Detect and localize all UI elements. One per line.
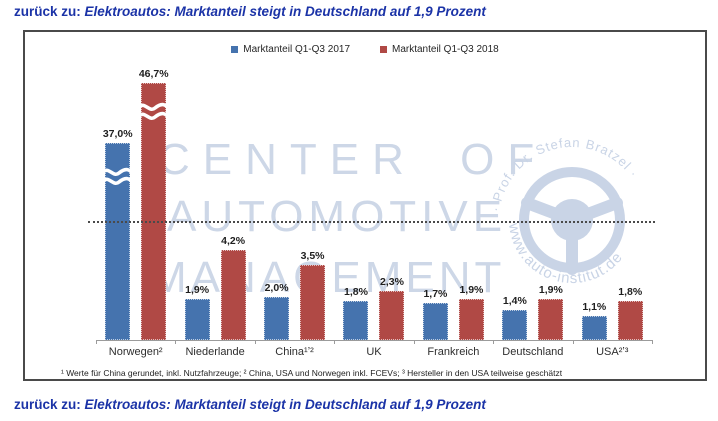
axis-tick — [493, 340, 495, 344]
legend-label-2017: Marktanteil Q1-Q3 2017 — [243, 44, 350, 55]
legend-item-2017: Marktanteil Q1-Q3 2017 — [231, 44, 350, 55]
watermark-text-line2: AUTOMOTIVE — [167, 192, 508, 241]
bar-value-label: 1,8% — [618, 286, 643, 298]
category-label: Norwegen² — [108, 346, 163, 358]
bar-value-label: 1,9% — [459, 284, 484, 296]
bar-2018 — [139, 83, 171, 340]
category-label: UK — [366, 346, 382, 358]
axis-tick — [334, 340, 336, 344]
bar-2017 — [184, 299, 210, 340]
category-label: Niederlande — [185, 346, 245, 358]
chart-footnote: ¹ Werte für China gerundet, inkl. Nutzfa… — [61, 368, 563, 378]
axis-tick — [175, 340, 177, 344]
bar-2018 — [220, 250, 246, 340]
legend-swatch-2017 — [231, 46, 239, 53]
category-label: Deutschland — [502, 346, 564, 358]
category-label: Frankreich — [427, 346, 480, 358]
axis-tick — [652, 340, 653, 344]
back-link-title[interactable]: Elektroautos: Marktanteil steigt in Deut… — [84, 4, 486, 19]
axis-break-wave-icon — [139, 102, 171, 121]
plot-area: 37,0% 46,7% 1,9% 4,2% 2,0% 3,5% 1,8% 2,3% 1,7% 1,… — [96, 32, 652, 340]
back-link-bottom[interactable]: zurück zu: Elektroautos: Marktanteil ste… — [14, 397, 486, 412]
bar-value-label: 2,3% — [380, 276, 404, 288]
category-label: China¹ʼ² — [275, 346, 314, 358]
watermark-text-line3: MANAGEMENT — [150, 253, 506, 302]
axis-tick — [254, 340, 256, 344]
bar-value-label: 4,2% — [221, 235, 246, 247]
back-link-prefix: zurück zu: — [14, 4, 85, 19]
bar-value-label: 3,5% — [300, 250, 325, 262]
steering-wheel-stamp-watermark: · Prof. Dr. Stefan Bratzel · www.auto-in… — [488, 135, 641, 287]
bar-value-label: 2,0% — [264, 282, 289, 294]
bar-2017 — [343, 301, 369, 340]
bar-value-label: 1,7% — [423, 288, 448, 300]
bar-2018 — [538, 299, 564, 340]
bar-group: 1,9% 4,2% — [175, 32, 254, 340]
bar-2017 — [103, 143, 135, 340]
chart-frame: CENTER OF AUTOMOTIVE MANAGEMENT · Prof. … — [23, 30, 707, 381]
axis-break-dotted-line — [88, 221, 655, 223]
chart-legend: Marktanteil Q1-Q3 2017 Marktanteil Q1-Q3… — [25, 44, 705, 55]
back-link-top[interactable]: zurück zu: Elektroautos: Marktanteil ste… — [14, 4, 486, 19]
bar-value-label: 1,4% — [502, 295, 527, 307]
bar-value-label: 37,0% — [102, 128, 133, 140]
bar-group: 1,1% 1,8% — [573, 32, 652, 340]
legend-swatch-2018 — [380, 46, 387, 53]
legend-label-2018: Marktanteil Q1-Q3 2018 — [392, 44, 499, 55]
bar-2018 — [458, 299, 484, 340]
bar-group: 1,8% 2,3% — [334, 32, 413, 340]
bar-2018 — [617, 301, 643, 340]
bar-value-label: 46,7% — [138, 68, 169, 80]
legend-item-2018: Marktanteil Q1-Q3 2018 — [380, 44, 499, 55]
bar-2017 — [502, 310, 528, 340]
bar-group: 1,4% 1,9% — [493, 32, 572, 340]
bar-value-label: 1,9% — [538, 284, 563, 296]
bar-2018 — [300, 265, 326, 340]
bar-value-label: 1,9% — [185, 284, 210, 296]
bar-2017 — [581, 316, 607, 340]
watermark-text-line1: CENTER OF — [158, 135, 548, 184]
bar-group: 2,0% 3,5% — [255, 32, 334, 340]
category-label: USA²ʼ³ — [596, 346, 629, 358]
bar-2017 — [264, 297, 290, 340]
bar-group: 1,7% 1,9% — [414, 32, 493, 340]
back-link-title[interactable]: Elektroautos: Marktanteil steigt in Deut… — [84, 397, 486, 412]
axis-tick — [96, 340, 97, 344]
back-link-prefix: zurück zu: — [14, 397, 85, 412]
axis-tick — [572, 340, 574, 344]
bar-group: 37,0% 46,7% — [96, 32, 175, 340]
x-axis-line — [96, 340, 653, 341]
bar-2017 — [422, 303, 448, 340]
bar-value-label: 1,1% — [582, 301, 607, 313]
bar-2018 — [379, 291, 405, 340]
bar-value-label: 1,8% — [344, 286, 368, 298]
axis-tick — [413, 340, 415, 344]
axis-break-wave-icon — [103, 167, 135, 186]
